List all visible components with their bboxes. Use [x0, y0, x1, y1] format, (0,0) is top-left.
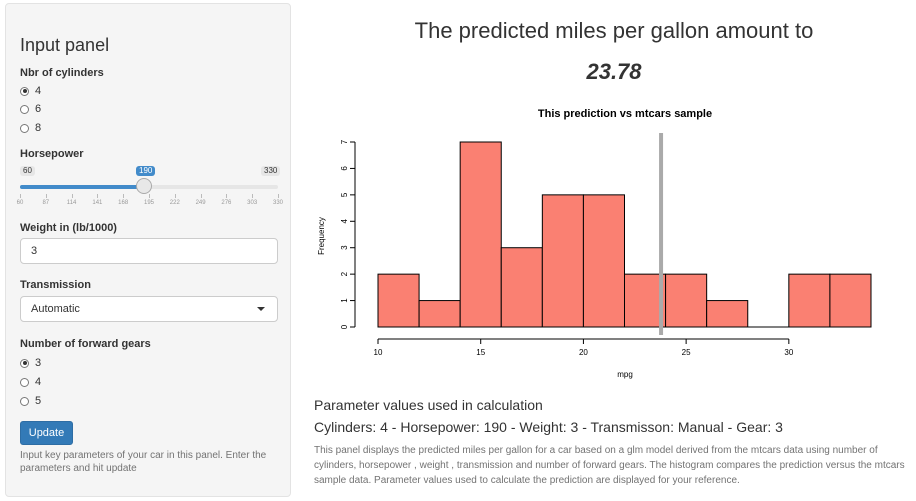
radio-unselected-icon[interactable] [20, 396, 29, 406]
slider-max-label: 330 [261, 166, 281, 176]
slider-tick [149, 194, 150, 198]
radio-unselected-icon[interactable] [20, 104, 29, 114]
histogram-bar [459, 141, 502, 328]
y-tick-label: 6 [340, 166, 349, 171]
x-tick-label: 30 [784, 348, 793, 357]
slider-tick-label: 249 [195, 200, 206, 206]
horsepower-label: Horsepower [20, 148, 84, 160]
slider-tick-label: 303 [247, 200, 258, 206]
slider-tick [200, 194, 202, 198]
radio-label: 8 [35, 122, 42, 134]
slider-tick [123, 194, 125, 198]
radio-label: 4 [35, 376, 42, 388]
prediction-value: 23.78 [586, 59, 642, 84]
histogram-bar [829, 273, 872, 328]
chart-ylabel: Frequency [317, 217, 326, 255]
slider-tick-label: 87 [42, 200, 50, 206]
y-tick-label: 4 [340, 219, 349, 224]
x-tick-label: 10 [374, 348, 383, 357]
y-tick-label: 1 [340, 298, 349, 303]
slider-tick [278, 194, 279, 198]
transmission-select[interactable]: Automatic [20, 296, 278, 322]
description-text: This panel displays the predicted miles … [314, 445, 905, 486]
y-tick-label: 3 [340, 245, 349, 250]
slider-handle[interactable] [136, 178, 152, 194]
histogram-bar [418, 300, 461, 328]
slider-tick-label: 114 [66, 200, 77, 206]
input-panel: Input panel Nbr of cylinders 4 6 8 Horse… [5, 3, 291, 497]
slider-tick-label: 168 [118, 200, 129, 206]
x-tick-label: 15 [476, 348, 485, 357]
slider-tick-label: 141 [92, 200, 103, 206]
gears-option-4[interactable]: 4 [20, 375, 41, 389]
prediction-heading: The predicted miles per gallon amount to [414, 18, 814, 43]
panel-title: Input panel [20, 35, 110, 55]
slider-tick-label: 330 [272, 200, 284, 206]
slider-tick [174, 194, 176, 198]
cylinders-option-6[interactable]: 6 [20, 102, 41, 116]
cylinders-option-4[interactable]: 4 [20, 84, 41, 98]
histogram-bar [541, 194, 584, 328]
y-tick-label: 2 [340, 271, 349, 276]
y-tick-label: 5 [340, 192, 349, 197]
histogram-bar [706, 300, 749, 328]
histogram-bar [377, 273, 420, 328]
params-values: Cylinders: 4 - Horsepower: 190 - Weight:… [314, 419, 783, 435]
histogram-bar [624, 273, 667, 328]
help-text: Input key parameters of your car in this… [20, 450, 267, 474]
cylinders-option-8[interactable]: 8 [20, 121, 41, 135]
weight-input[interactable]: 3 [20, 238, 278, 264]
radio-label: 4 [35, 85, 42, 97]
chevron-down-icon [257, 307, 265, 311]
slider-value-badge: 190 [136, 166, 156, 176]
radio-unselected-icon[interactable] [20, 123, 29, 133]
slider-ticks [20, 194, 279, 199]
radio-unselected-icon[interactable] [20, 377, 29, 387]
radio-label: 5 [35, 395, 42, 407]
transmission-label: Transmission [20, 279, 91, 291]
radio-label: 6 [35, 103, 42, 115]
histogram-bar [500, 247, 543, 328]
slider-min-label: 60 [20, 166, 35, 176]
histogram-bar [788, 273, 831, 328]
slider-tick-label: 60 [16, 200, 24, 206]
x-tick-label: 20 [579, 348, 588, 357]
slider-fill [20, 185, 145, 189]
y-tick-label: 0 [340, 324, 349, 329]
slider-tick [45, 194, 47, 198]
y-tick-label: 7 [340, 139, 349, 144]
slider-tick-label: 195 [143, 200, 155, 206]
slider-tick [20, 194, 21, 198]
mpg-histogram: This prediction vs mtcars sample Frequen… [317, 108, 872, 379]
params-title: Parameter values used in calculation [314, 397, 543, 413]
gears-label: Number of forward gears [20, 338, 151, 350]
slider-tick [252, 194, 254, 198]
chart-title: This prediction vs mtcars sample [538, 108, 712, 120]
gears-option-3[interactable]: 3 [20, 356, 41, 370]
slider-tick [71, 194, 73, 198]
radio-label: 3 [35, 357, 42, 369]
transmission-selected-value: Automatic [31, 303, 80, 315]
update-button[interactable]: Update [20, 421, 73, 445]
slider-tick [226, 194, 228, 198]
radio-selected-icon[interactable] [20, 86, 29, 96]
weight-label: Weight in (lb/1000) [20, 222, 117, 234]
histogram-bar [582, 194, 625, 328]
chart-xlabel: mpg [617, 370, 633, 379]
x-tick-label: 25 [682, 348, 691, 357]
slider-tick-label: 276 [221, 200, 232, 206]
histogram-bar [665, 273, 708, 328]
slider-tick [97, 194, 99, 198]
gears-option-5[interactable]: 5 [20, 394, 41, 408]
radio-selected-icon[interactable] [20, 358, 29, 368]
slider-tick-label: 222 [169, 200, 180, 206]
cylinders-label: Nbr of cylinders [20, 67, 104, 79]
